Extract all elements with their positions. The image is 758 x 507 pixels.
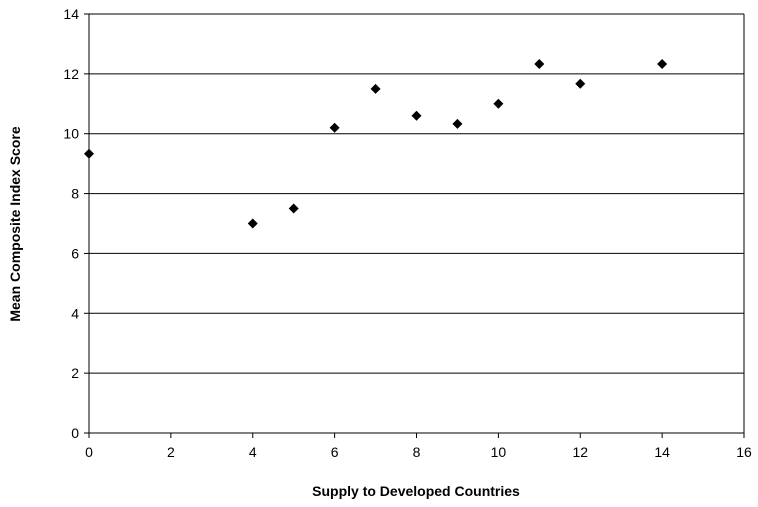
x-tick-label-10: 10 [491,444,507,460]
x-axis-title: Supply to Developed Countries [312,483,520,499]
y-tick-label-2: 2 [71,365,79,381]
x-tick-label-2: 2 [167,444,175,460]
data-point-0-4 [370,83,381,94]
y-tick-label-14: 14 [63,6,79,22]
x-tick-label-14: 14 [654,444,670,460]
y-tick-label-12: 12 [63,66,79,82]
y-tick-label-8: 8 [71,186,79,202]
x-tick-label-4: 4 [249,444,257,460]
y-tick-label-6: 6 [71,245,79,261]
x-tick-label-16: 16 [736,444,752,460]
x-tick-label-0: 0 [85,444,93,460]
x-tick-label-6: 6 [331,444,339,460]
data-point-0-1 [247,218,258,229]
y-tick-label-10: 10 [63,126,79,142]
gridlines [89,13,744,374]
data-point-0-3 [329,122,340,133]
data-point-0-5 [411,110,422,121]
axes [84,13,745,438]
x-tick-label-8: 8 [413,444,421,460]
data-point-0-10 [657,58,668,69]
data-point-0-6 [452,118,463,129]
data-point-0-8 [534,58,545,69]
x-tick-labels: 0 2 4 6 8 10 12 14 16 [85,444,752,460]
data-point-0-7 [493,98,504,109]
y-axis-title: Mean Composite Index Score [7,126,23,321]
data-points [84,58,668,229]
x-tick-label-12: 12 [572,444,588,460]
data-point-0-0 [84,148,94,159]
data-point-0-2 [288,203,299,214]
y-tick-label-0: 0 [71,425,79,441]
data-point-0-9 [575,78,586,89]
y-tick-label-4: 4 [71,305,79,321]
y-tick-labels: 0 2 4 6 8 10 12 14 [63,6,79,441]
